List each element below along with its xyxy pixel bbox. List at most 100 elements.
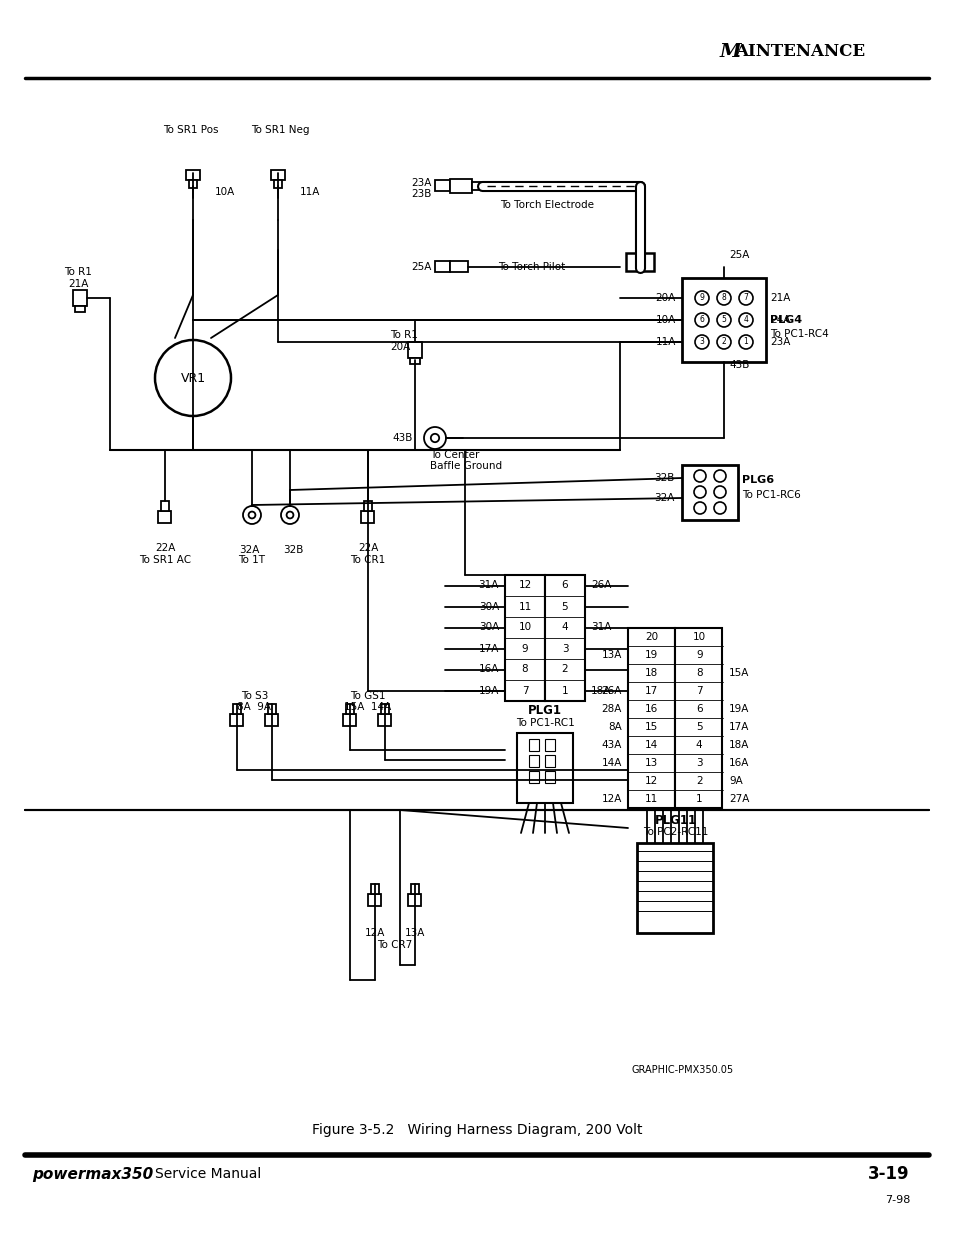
Bar [346,704,354,714]
Circle shape [695,335,708,350]
Bar [158,511,172,522]
Circle shape [695,312,708,327]
Text: 31A: 31A [590,622,611,632]
Text: 28A: 28A [601,704,621,714]
Text: 30A: 30A [478,601,498,611]
Text: To R1: To R1 [390,330,417,340]
Circle shape [423,427,446,450]
Bar [450,179,472,193]
Text: 15A: 15A [728,668,749,678]
Bar [544,771,555,783]
Text: 22A: 22A [357,543,377,553]
Text: 19A: 19A [728,704,749,714]
Text: 15A  14A: 15A 14A [343,701,391,713]
Text: 16A: 16A [728,758,749,768]
Text: To SR1 AC: To SR1 AC [139,555,191,564]
Text: 8: 8 [695,668,701,678]
Bar [544,576,584,701]
Bar [231,714,243,726]
Circle shape [281,506,298,524]
Text: 11A: 11A [299,186,320,198]
Text: 19: 19 [644,650,658,659]
Text: 11: 11 [644,794,658,804]
Circle shape [717,291,730,305]
Bar [371,884,378,894]
Text: PLG6: PLG6 [741,475,773,485]
Text: 43B: 43B [728,359,749,370]
Text: 2: 2 [561,664,568,674]
Text: powermax350: powermax350 [32,1167,153,1182]
Bar [189,180,197,188]
Bar [627,629,675,808]
Text: 14: 14 [644,740,658,750]
Text: 10A: 10A [655,315,676,325]
Bar [380,704,389,714]
Bar [364,501,372,511]
Bar [504,576,544,701]
Circle shape [739,291,752,305]
Text: To PC1-RC6: To PC1-RC6 [741,490,800,500]
Text: 6: 6 [699,315,703,325]
Text: 21A: 21A [68,279,88,289]
Circle shape [693,487,705,498]
Text: 24A: 24A [769,315,789,325]
Text: To PC1-RC4: To PC1-RC4 [769,329,828,338]
Bar [411,884,418,894]
Text: To S3: To S3 [240,692,268,701]
Text: PLG4: PLG4 [769,315,801,325]
Text: 14A: 14A [601,758,621,768]
Text: 32B: 32B [654,473,675,483]
Circle shape [713,501,725,514]
Text: 9: 9 [699,294,703,303]
Bar [265,714,278,726]
Text: 7-98: 7-98 [883,1195,909,1205]
Text: 8A  9A: 8A 9A [237,701,272,713]
Text: 2: 2 [695,776,701,785]
Text: M: M [720,43,740,61]
Text: 25A: 25A [728,249,749,261]
Text: 26A: 26A [590,580,611,590]
Circle shape [249,511,255,519]
Text: 8: 8 [720,294,725,303]
Text: 15: 15 [644,722,658,732]
Text: PLG1: PLG1 [527,704,561,718]
Bar [472,182,481,190]
Text: 27A: 27A [728,794,749,804]
Text: 17A: 17A [728,722,749,732]
Bar [529,755,538,767]
Bar [75,306,85,311]
Circle shape [693,471,705,482]
Circle shape [739,312,752,327]
Bar [361,511,375,522]
Text: 32A: 32A [238,545,259,555]
Text: 20A: 20A [390,342,410,352]
Bar [625,253,654,270]
Text: 3: 3 [695,758,701,768]
Text: 1: 1 [695,794,701,804]
Bar [186,169,200,180]
Text: 20A: 20A [655,293,676,303]
Text: 6: 6 [695,704,701,714]
Text: 8A: 8A [608,722,621,732]
Circle shape [243,506,261,524]
Text: 13A: 13A [404,927,425,939]
Circle shape [739,335,752,350]
Bar [233,704,241,714]
Text: GRAPHIC-PMX350.05: GRAPHIC-PMX350.05 [631,1065,734,1074]
Text: 10: 10 [692,632,705,642]
Text: 7: 7 [521,685,528,695]
Circle shape [713,487,725,498]
Text: 2: 2 [720,337,725,347]
Text: 17A: 17A [478,643,498,653]
Text: 25A: 25A [411,262,432,272]
Text: 31A: 31A [478,580,498,590]
Bar [268,704,275,714]
Text: To 1T: To 1T [238,555,265,564]
Text: 13A: 13A [601,650,621,659]
Text: 3-19: 3-19 [867,1165,909,1183]
Bar [675,629,721,808]
Text: To SR1 Neg: To SR1 Neg [251,125,309,135]
Bar [544,755,555,767]
Text: 26A: 26A [601,685,621,697]
Text: 32B: 32B [282,545,303,555]
